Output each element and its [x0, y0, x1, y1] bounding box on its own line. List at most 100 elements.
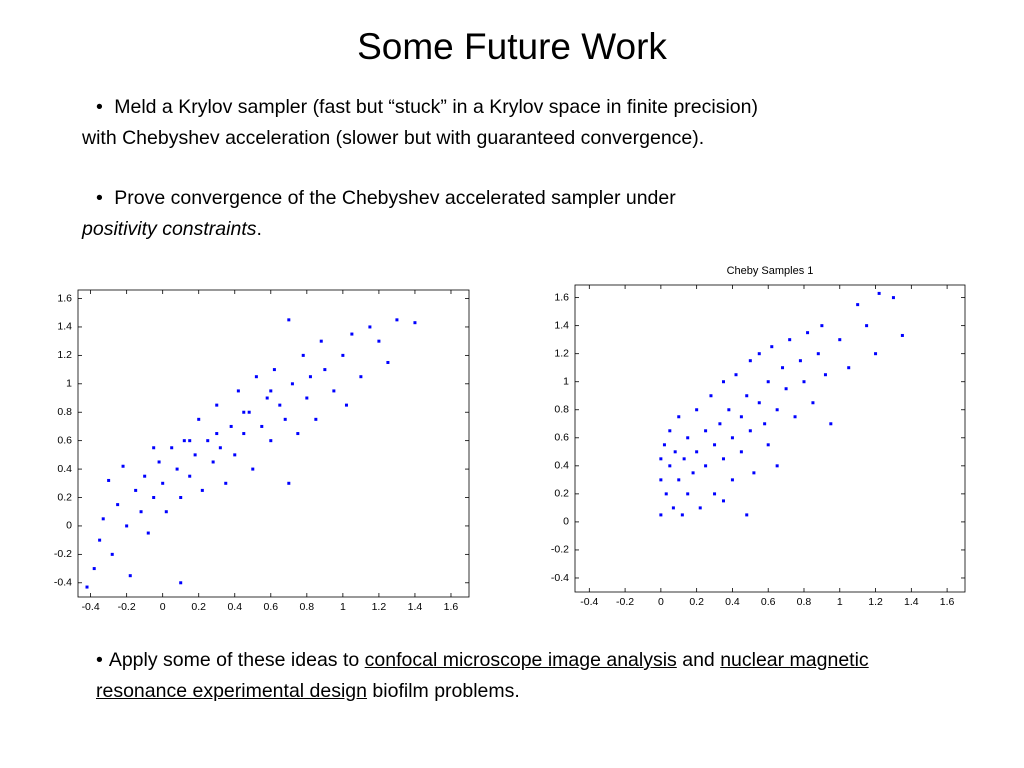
x-tick-label: -0.4 — [580, 596, 598, 608]
x-tick-label: -0.2 — [616, 596, 634, 608]
scatter-point — [686, 492, 690, 496]
scatter-point — [283, 417, 287, 421]
scatter-point — [745, 394, 749, 398]
scatter-point — [413, 321, 417, 325]
x-tick-label: 0.2 — [191, 601, 206, 613]
scatter-point — [332, 389, 336, 393]
scatter-point — [891, 296, 895, 300]
scatter-point — [254, 375, 258, 379]
scatter-point — [296, 432, 300, 436]
scatter-point — [85, 585, 89, 589]
scatter-point — [260, 424, 264, 428]
x-tick-label: 0 — [658, 596, 664, 608]
x-tick-label: 0.6 — [761, 596, 776, 608]
x-tick-label: 1.4 — [408, 601, 423, 613]
scatter-point — [128, 574, 132, 578]
scatter-point — [677, 478, 681, 482]
x-tick-label: 1.6 — [444, 601, 459, 613]
scatter-point — [806, 331, 810, 335]
scatter-point — [680, 513, 684, 517]
scatter-point — [188, 439, 192, 443]
x-tick-label: 1.6 — [940, 596, 955, 608]
scatter-point — [734, 373, 738, 377]
bullet: Meld a Krylov sampler (fast but “stuck” … — [82, 92, 946, 154]
y-tick-label: 1.4 — [554, 319, 569, 331]
scatter-point — [784, 387, 788, 391]
scatter-point — [709, 394, 713, 398]
scatter-point — [770, 345, 774, 349]
scatter-point — [823, 373, 827, 377]
scatter-point — [175, 467, 179, 471]
y-tick-label: 0.8 — [554, 404, 569, 416]
scatter-point — [242, 410, 246, 414]
x-tick-label: 1.2 — [868, 596, 883, 608]
scatter-point — [788, 338, 792, 342]
scatter-point — [698, 506, 702, 510]
bullet: Prove convergence of the Chebyshev accel… — [82, 183, 946, 245]
scatter-point — [673, 450, 677, 454]
scatter-point — [308, 375, 312, 379]
scatter-point — [781, 366, 785, 370]
scatter-point — [847, 366, 851, 370]
scatter-point — [143, 474, 147, 478]
scatter-point — [718, 422, 722, 426]
scatter-point — [745, 513, 749, 517]
scatter-point — [664, 492, 668, 496]
y-tick-label: -0.4 — [54, 577, 72, 589]
scatter-point — [877, 291, 881, 295]
y-tick-label: 1.6 — [554, 291, 569, 303]
y-tick-label: 0 — [66, 520, 72, 532]
bullet-text: Apply some of these ideas to — [108, 649, 365, 671]
scatter-point — [721, 499, 725, 503]
scatter-point — [668, 429, 672, 433]
x-tick-label: 0.2 — [689, 596, 704, 608]
scatter-point — [272, 368, 276, 372]
bullet-text: biofilm problems. — [367, 680, 520, 702]
scatter-point — [730, 478, 734, 482]
x-tick-label: 0 — [160, 601, 166, 613]
scatter-point — [170, 446, 174, 450]
x-tick-label: 0.8 — [797, 596, 812, 608]
scatter-point — [686, 436, 690, 440]
scatter-point — [386, 360, 390, 364]
scatter-point — [802, 380, 806, 384]
scatter-point — [704, 464, 708, 468]
scatter-point — [116, 503, 120, 507]
scatter-point — [319, 339, 323, 343]
x-tick-label: 1.4 — [904, 596, 919, 608]
scatter-point — [727, 408, 731, 412]
y-tick-label: 1.2 — [57, 349, 72, 361]
bullet-text: with Chebyshev acceleration (slower but … — [82, 127, 705, 149]
scatter-point — [290, 382, 294, 386]
scatter-point — [739, 415, 743, 419]
scatter-point — [766, 443, 770, 447]
bullet-text: Prove convergence of the Chebyshev accel… — [114, 187, 676, 209]
scatter-point — [314, 417, 318, 421]
scatter-point — [278, 403, 282, 407]
y-tick-label: -0.4 — [551, 572, 569, 584]
scatter-point — [350, 332, 354, 336]
scatter-point — [125, 524, 129, 528]
scatter-point — [206, 439, 210, 443]
y-tick-label: 0.8 — [57, 406, 72, 418]
scatter-point — [704, 429, 708, 433]
scatter-point — [101, 517, 105, 521]
scatter-point — [671, 506, 675, 510]
scatter-point — [193, 453, 197, 457]
y-tick-label: 1.2 — [554, 347, 569, 359]
scatter-point — [179, 581, 183, 585]
y-tick-label: 0.2 — [554, 488, 569, 500]
scatter-point — [92, 567, 96, 571]
scatter-point — [215, 403, 219, 407]
scatter-point — [305, 396, 309, 400]
scatter-point — [224, 481, 228, 485]
scatter-point — [820, 324, 824, 328]
scatter-point — [269, 389, 273, 393]
y-tick-label: 0.2 — [57, 491, 72, 503]
scatter-point — [775, 464, 779, 468]
scatter-point — [197, 417, 201, 421]
scatter-point — [242, 432, 246, 436]
scatter-point — [287, 318, 291, 322]
scatter-point — [816, 352, 820, 356]
x-tick-label: 1.2 — [372, 601, 387, 613]
